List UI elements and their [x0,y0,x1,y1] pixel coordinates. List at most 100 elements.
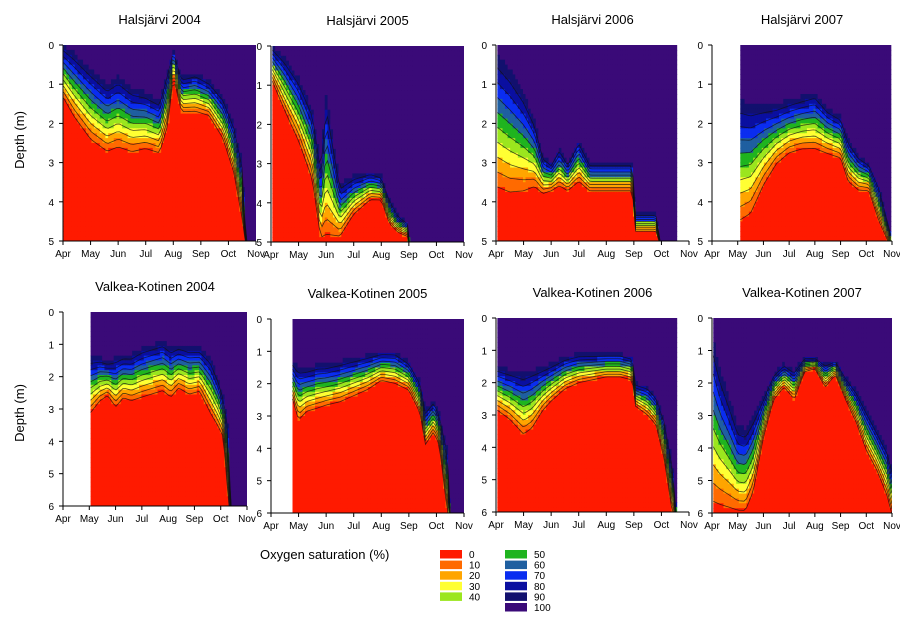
saturation-cell [97,226,101,232]
saturation-cell [85,84,90,90]
saturation-cell [371,139,375,145]
saturation-cell [272,217,276,223]
saturation-cell [183,182,187,188]
saturation-cell [147,226,151,232]
saturation-cell [382,124,387,130]
saturation-cell [305,119,309,125]
saturation-cell [88,187,93,193]
saturation-cell [393,158,398,165]
saturation-cell [94,167,98,173]
saturation-cell [280,95,285,101]
saturation-cell [219,94,224,100]
saturation-cell [88,162,93,169]
saturation-cell [186,123,190,129]
saturation-cell [396,168,400,174]
saturation-cell [169,103,173,110]
saturation-cell [324,129,329,135]
saturation-cell [91,172,95,178]
saturation-cell [94,49,98,56]
saturation-cell [341,124,345,130]
saturation-cell [338,178,342,184]
saturation-cell [222,118,226,124]
saturation-cell [225,226,229,232]
saturation-cell [91,211,95,218]
saturation-cell [175,211,179,218]
saturation-cell [119,187,123,193]
contour-line-30 [63,77,247,241]
saturation-cell [330,153,334,160]
saturation-cell [150,152,154,159]
saturation-cell [374,90,378,96]
saturation-cell [319,109,323,116]
saturation-cell [338,217,342,223]
saturation-cell [74,206,79,213]
saturation-cell [177,147,182,154]
saturation-cell [66,89,70,95]
saturation-cell [275,202,279,209]
saturation-cell [313,222,318,228]
saturation-cell [310,60,315,67]
saturation-cell [299,148,304,155]
saturation-cell [141,118,146,124]
saturation-cell [163,45,168,51]
saturation-cell [255,84,256,90]
saturation-cell [189,162,193,169]
saturation-cell [253,118,256,124]
saturation-cell [200,118,204,124]
saturation-cell [286,60,290,67]
saturation-cell [80,216,84,222]
saturation-cell [352,183,356,189]
saturation-cell [130,64,134,71]
saturation-cell [194,167,199,173]
saturation-cell [83,196,87,203]
saturation-cell [316,222,320,228]
saturation-cell [242,64,246,71]
saturation-cell [379,217,384,223]
saturation-cell [222,143,226,149]
saturation-cell [74,147,79,154]
saturation-cell [299,153,304,160]
saturation-cell [236,211,240,218]
saturation-cell [94,182,98,188]
saturation-cell [102,211,106,218]
saturation-cell [412,217,417,223]
saturation-cell [138,196,143,203]
saturation-cell [272,50,276,57]
saturation-cell [396,237,400,242]
saturation-cell [85,128,90,134]
saturation-cell [83,206,87,213]
saturation-cell [360,55,364,62]
saturation-cell [133,108,137,115]
saturation-cell [147,147,151,154]
saturation-cell [390,60,395,67]
saturation-cell [283,153,287,160]
saturation-cell [349,232,353,238]
saturation-cell [202,59,207,66]
saturation-cell [357,114,362,121]
saturation-cell [310,207,315,214]
saturation-cell [163,231,168,237]
saturation-cell [330,104,334,111]
saturation-cell [366,197,370,204]
saturation-cell [410,163,414,170]
saturation-cell [99,138,104,144]
saturation-cell [94,221,98,227]
saturation-cell [244,152,249,159]
saturation-cell [305,158,309,165]
saturation-cell [242,69,246,75]
saturation-cell [379,90,384,96]
saturation-cell [324,134,329,140]
saturation-cell [85,89,90,95]
saturation-cell [144,182,148,188]
saturation-cell [138,79,143,85]
saturation-cell [327,148,331,155]
saturation-cell [166,187,171,193]
saturation-cell [161,84,165,90]
saturation-cell [371,114,375,121]
saturation-cell [83,84,87,90]
saturation-cell [244,103,249,110]
saturation-cell [88,69,93,75]
saturation-cell [253,147,256,154]
saturation-cell [150,192,154,198]
saturation-cell [319,148,323,155]
